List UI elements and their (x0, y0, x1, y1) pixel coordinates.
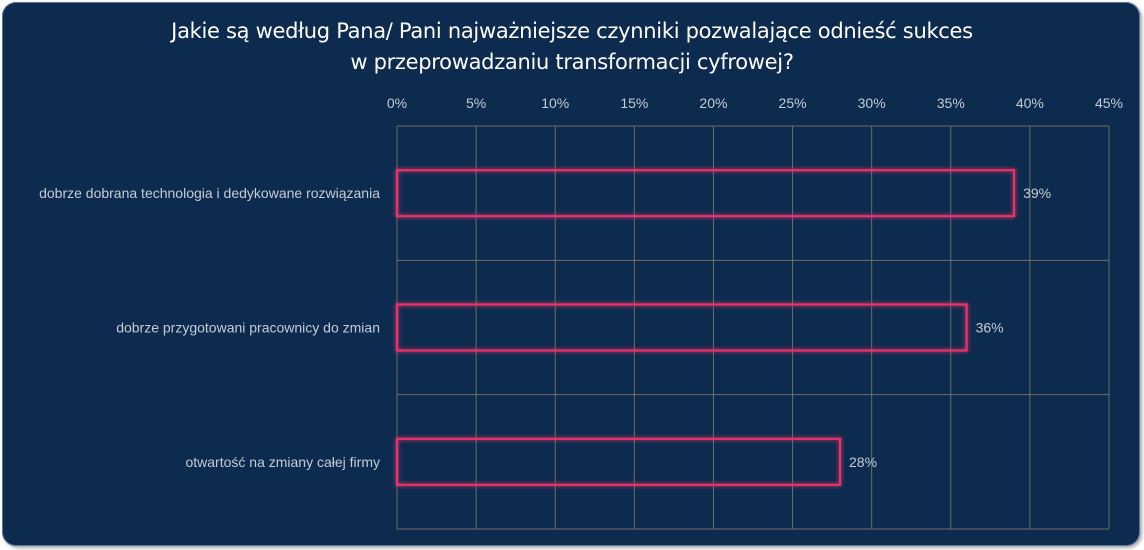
x-tick-label: 30% (858, 95, 886, 111)
data-label: 36% (976, 320, 1004, 336)
x-tick-label: 10% (541, 95, 569, 111)
data-label: 28% (849, 454, 877, 470)
x-tick-label: 20% (699, 95, 727, 111)
x-tick-label: 0% (387, 95, 407, 111)
x-tick-label: 35% (937, 95, 965, 111)
data-label: 39% (1023, 185, 1051, 201)
x-tick-label: 45% (1095, 95, 1123, 111)
chart-title-line-2: w przeprowadzaniu transformacji cyfrowej… (350, 50, 794, 74)
bar (395, 169, 1016, 218)
category-label: otwartość na zmiany całej firmy (185, 454, 380, 470)
category-label: dobrze przygotowani pracownicy do zmian (116, 320, 380, 336)
x-tick-label: 15% (620, 95, 648, 111)
chart-title-line-1: Jakie są według Pana/ Pani najważniejsze… (171, 19, 973, 43)
chart-title: Jakie są według Pana/ Pani najważniejsze… (0, 16, 1144, 78)
bar (395, 437, 842, 486)
x-tick-label: 25% (779, 95, 807, 111)
category-label: dobrze dobrana technologia i dedykowane … (39, 185, 380, 201)
x-tick-label: 40% (1016, 95, 1044, 111)
x-tick-label: 5% (466, 95, 486, 111)
bar (395, 303, 968, 352)
